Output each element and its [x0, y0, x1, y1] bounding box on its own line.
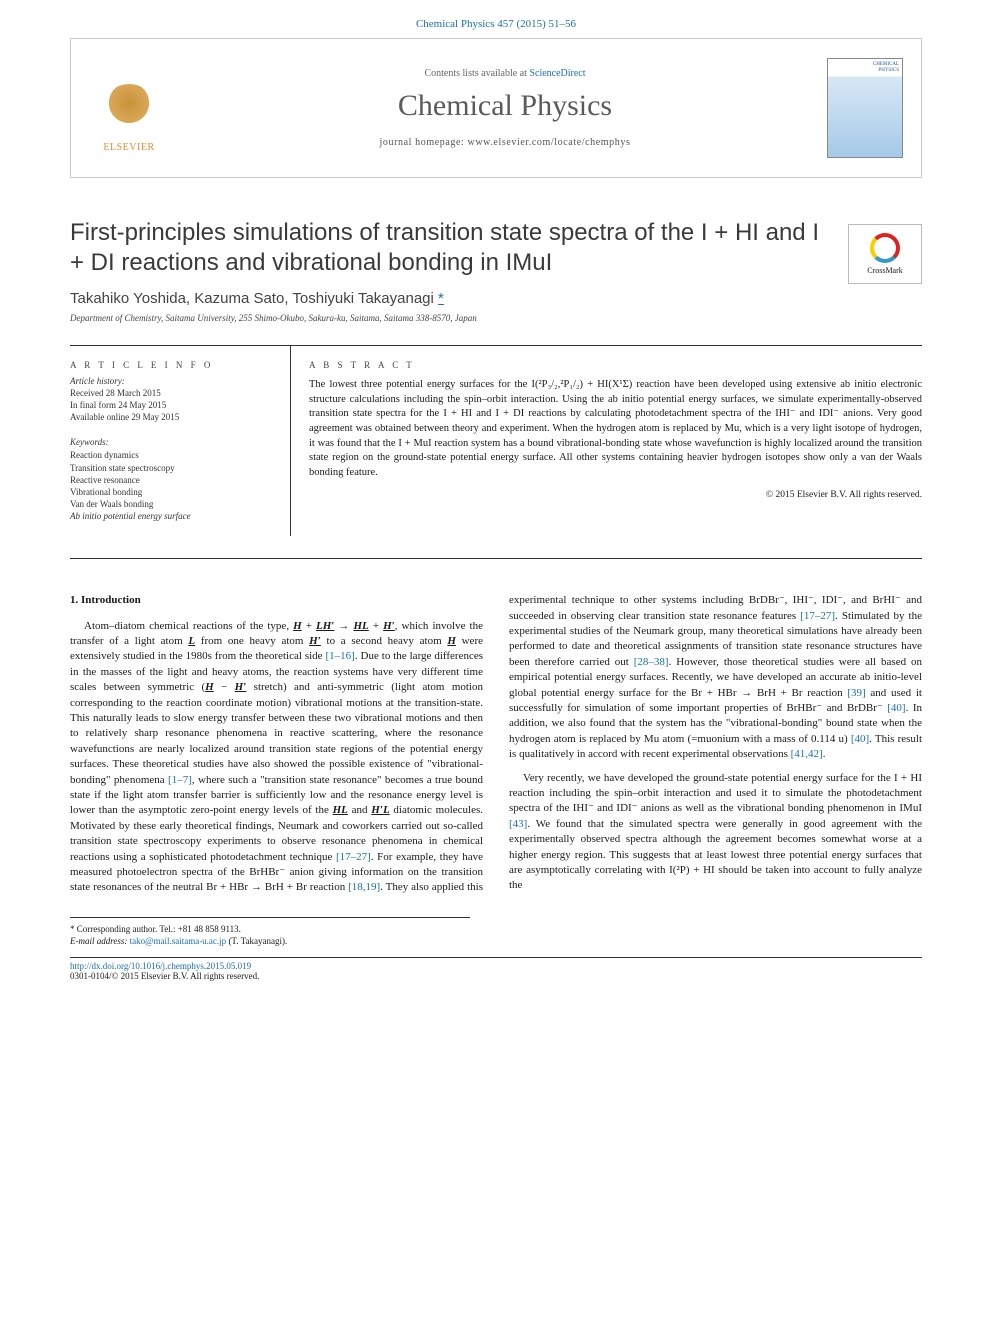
- keywords-label: Keywords:: [70, 437, 272, 447]
- intro-paragraph-2: Very recently, we have developed the gro…: [509, 771, 922, 894]
- journal-header-center: Contents lists available at ScienceDirec…: [183, 68, 827, 148]
- history-label: Article history:: [70, 376, 272, 386]
- online-date: Available online 29 May 2015: [70, 411, 272, 423]
- received-date: Received 28 March 2015: [70, 387, 272, 399]
- crossmark-badge[interactable]: CrossMark: [848, 224, 922, 284]
- body-columns: 1. Introduction Atom–diatom chemical rea…: [70, 593, 922, 898]
- keyword: Reactive resonance: [70, 474, 272, 486]
- article-info-column: A R T I C L E I N F O Article history: R…: [70, 346, 290, 536]
- crossmark-icon: [870, 233, 900, 263]
- info-abstract-row: A R T I C L E I N F O Article history: R…: [70, 346, 922, 536]
- article-title: First-principles simulations of transiti…: [70, 218, 922, 278]
- affiliation: Department of Chemistry, Saitama Univers…: [70, 313, 922, 323]
- section-heading-intro: 1. Introduction: [70, 593, 483, 608]
- email-link[interactable]: tako@mail.saitama-u.ac.jp: [130, 936, 227, 946]
- keyword: Transition state spectroscopy: [70, 462, 272, 474]
- article-header: First-principles simulations of transiti…: [70, 218, 922, 278]
- abstract-heading: A B S T R A C T: [309, 360, 922, 370]
- citation-text: Chemical Physics 457 (2015) 51–56: [416, 18, 576, 30]
- abstract-text: The lowest three potential energy surfac…: [309, 378, 922, 481]
- abstract-copyright: © 2015 Elsevier B.V. All rights reserved…: [309, 489, 922, 502]
- citation-header: Chemical Physics 457 (2015) 51–56: [0, 0, 992, 38]
- bottom-bar: http://dx.doi.org/10.1016/j.chemphys.201…: [70, 957, 922, 981]
- publisher-logo: ELSEVIER: [89, 63, 169, 153]
- citation-link[interactable]: [28–38]: [634, 656, 669, 668]
- article-info-heading: A R T I C L E I N F O: [70, 360, 272, 370]
- keyword: Reaction dynamics: [70, 449, 272, 461]
- citation-link[interactable]: [18,19]: [348, 881, 380, 893]
- keyword: Ab initio potential energy surface: [70, 510, 272, 522]
- footnotes: * Corresponding author. Tel.: +81 48 858…: [70, 917, 470, 947]
- citation-link[interactable]: [43]: [509, 818, 527, 830]
- citation-link[interactable]: [41,42]: [791, 748, 823, 760]
- keyword: Van der Waals bonding: [70, 498, 272, 510]
- journal-header-box: ELSEVIER Contents lists available at Sci…: [70, 38, 922, 178]
- email-footnote: E-mail address: tako@mail.saitama-u.ac.j…: [70, 935, 470, 947]
- citation-link[interactable]: [1–7]: [168, 774, 192, 786]
- issn-copyright: 0301-0104/© 2015 Elsevier B.V. All right…: [70, 971, 259, 981]
- journal-name: Chemical Physics: [183, 89, 827, 123]
- corresponding-author-footnote: * Corresponding author. Tel.: +81 48 858…: [70, 923, 470, 935]
- citation-link[interactable]: [17–27]: [336, 851, 371, 863]
- authors-line: Takahiko Yoshida, Kazuma Sato, Toshiyuki…: [70, 290, 922, 307]
- contents-available: Contents lists available at ScienceDirec…: [183, 68, 827, 79]
- corresponding-author-mark[interactable]: *: [438, 290, 444, 307]
- final-form-date: In final form 24 May 2015: [70, 399, 272, 411]
- abstract-column: A B S T R A C T The lowest three potenti…: [290, 346, 922, 536]
- publisher-name: ELSEVIER: [103, 142, 154, 153]
- journal-cover-thumbnail: [827, 58, 903, 158]
- elsevier-tree-icon: [102, 84, 156, 138]
- citation-link[interactable]: [40]: [887, 702, 905, 714]
- doi-link[interactable]: http://dx.doi.org/10.1016/j.chemphys.201…: [70, 961, 251, 971]
- divider-bottom: [70, 558, 922, 559]
- citation-link[interactable]: [39]: [847, 687, 865, 699]
- citation-link[interactable]: [40]: [851, 733, 869, 745]
- citation-link[interactable]: [1–16]: [326, 650, 355, 662]
- keyword: Vibrational bonding: [70, 486, 272, 498]
- citation-link[interactable]: [17–27]: [800, 610, 835, 622]
- journal-homepage: journal homepage: www.elsevier.com/locat…: [183, 137, 827, 148]
- sciencedirect-link[interactable]: ScienceDirect: [529, 68, 585, 79]
